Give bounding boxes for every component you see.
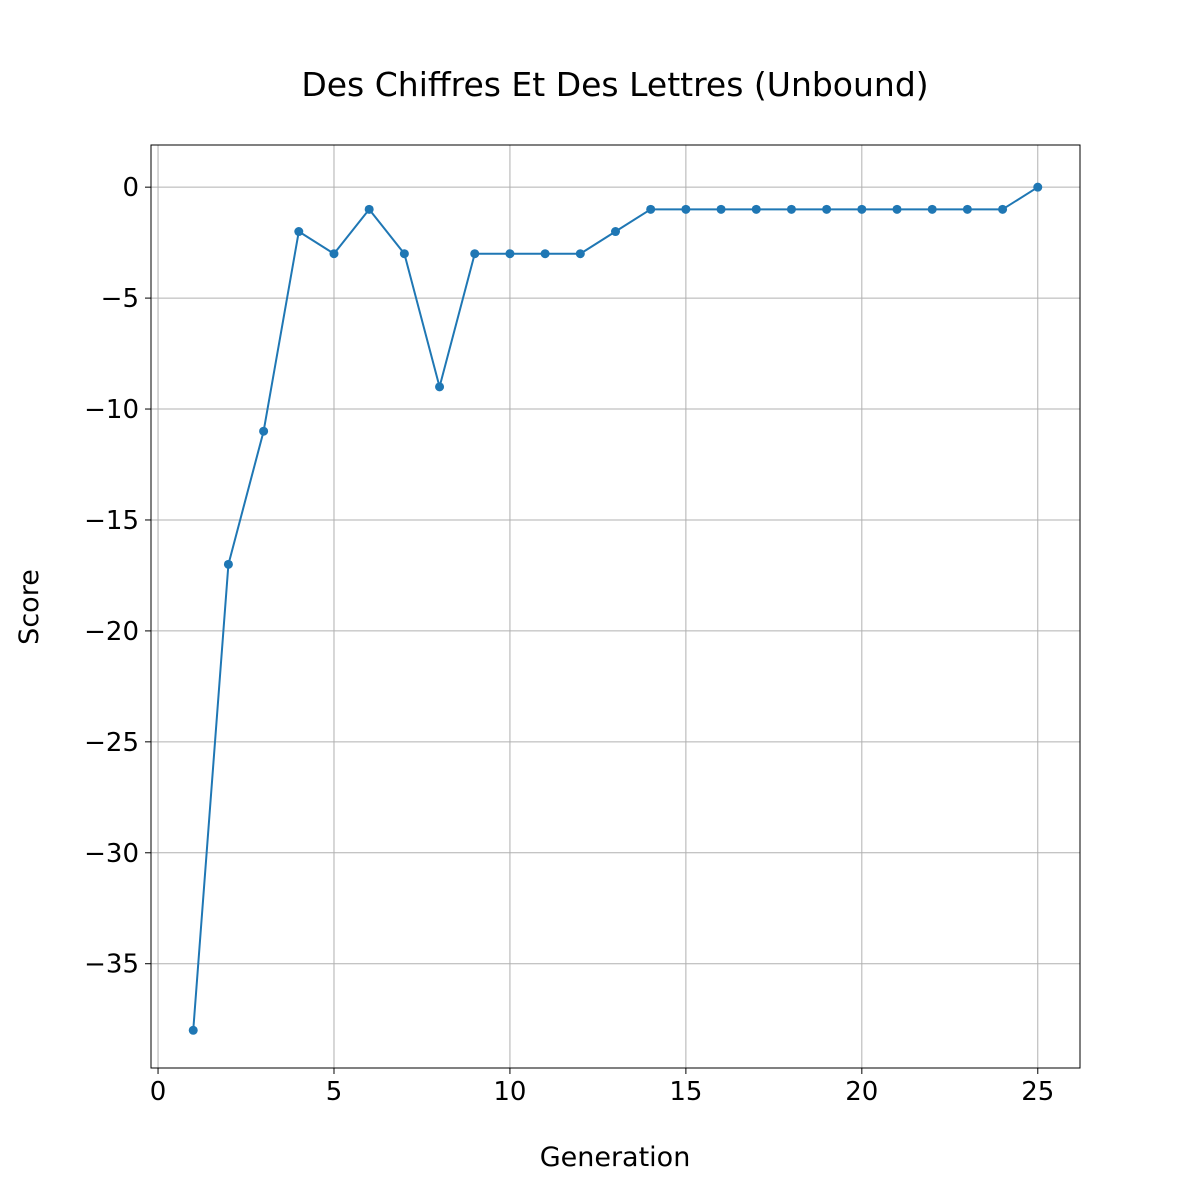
grid-lines <box>151 145 1080 1068</box>
data-point <box>962 204 972 214</box>
data-point <box>1033 182 1043 192</box>
x-tick-label: 25 <box>1021 1077 1054 1107</box>
x-axis-label: Generation <box>540 1142 691 1173</box>
plot-frame <box>150 144 1081 1069</box>
data-point <box>505 249 515 259</box>
series-layer <box>188 182 1043 1035</box>
series-line <box>192 186 1039 1031</box>
data-point <box>892 204 902 214</box>
data-point <box>611 227 620 237</box>
data-point <box>716 204 726 214</box>
data-point <box>927 204 937 214</box>
data-point <box>329 249 339 259</box>
axis-ticks: 0 5 10 15 20 25 0 −5 −10 −15 −20 −25 −30 −35 <box>84 173 1054 1107</box>
data-point <box>998 204 1008 214</box>
y-tick-label: −15 <box>84 506 139 536</box>
x-tick-label: 5 <box>326 1077 343 1107</box>
data-point <box>435 382 445 392</box>
data-point <box>575 249 585 259</box>
data-point <box>540 249 550 259</box>
data-point <box>822 204 832 214</box>
data-point <box>751 204 761 214</box>
data-point <box>681 204 691 214</box>
data-point <box>364 204 374 214</box>
y-tick-label: −5 <box>101 284 139 314</box>
y-tick-label: −30 <box>84 839 139 869</box>
data-point <box>223 559 233 569</box>
data-point <box>857 204 867 214</box>
chart-title: Des Chiffres Et Des Lettres (Unbound) <box>301 65 928 104</box>
y-tick-label: −35 <box>84 950 139 980</box>
data-point <box>646 204 656 214</box>
y-tick-label: −25 <box>84 728 139 758</box>
data-point <box>399 249 409 259</box>
data-point <box>786 204 796 214</box>
data-point <box>470 249 480 259</box>
x-tick-label: 20 <box>845 1077 878 1107</box>
data-point <box>188 1025 198 1035</box>
x-tick-label: 0 <box>150 1077 167 1107</box>
x-tick-label: 10 <box>493 1077 526 1107</box>
y-tick-label: −20 <box>84 617 139 647</box>
y-tick-label: 0 <box>122 173 139 203</box>
data-point <box>259 426 269 436</box>
y-tick-label: −10 <box>84 395 139 425</box>
y-axis-label: Score <box>14 569 45 645</box>
x-tick-label: 15 <box>669 1077 702 1107</box>
data-point <box>294 227 304 237</box>
